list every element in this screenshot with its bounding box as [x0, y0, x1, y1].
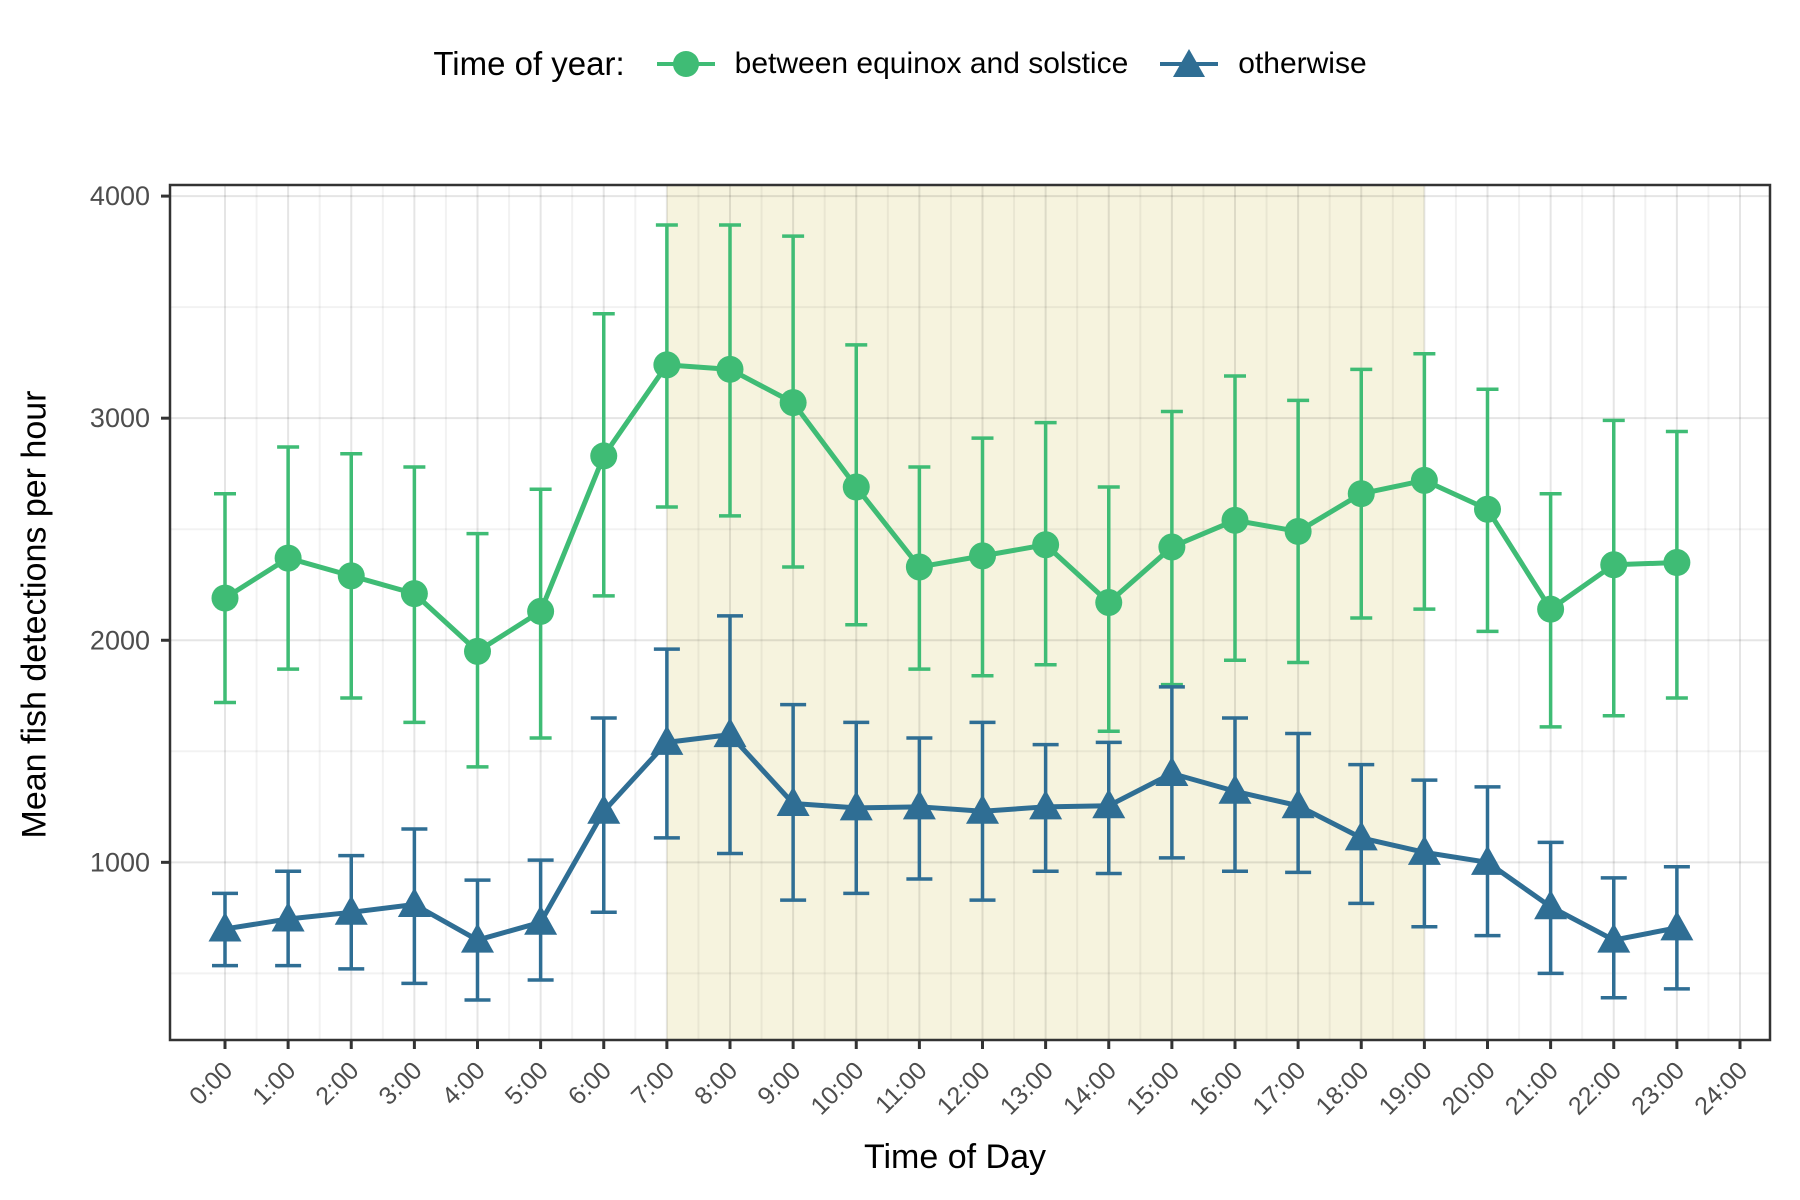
data-point-triangle — [650, 725, 684, 755]
data-point-circle — [653, 351, 681, 379]
data-point-triangle — [1218, 774, 1252, 804]
x-tick-label: 0:00 — [184, 1056, 238, 1110]
data-point-circle — [716, 355, 744, 383]
series-equinox-solstice — [211, 223, 1691, 769]
data-point-triangle — [587, 794, 621, 824]
y-tick-label: 4000 — [90, 181, 150, 211]
data-point-circle — [842, 473, 870, 501]
data-point-triangle — [839, 790, 873, 821]
data-point-triangle — [1597, 923, 1631, 953]
x-tick-label: 1:00 — [247, 1056, 301, 1110]
data-point-circle — [400, 580, 428, 608]
x-tick-label: 11:00 — [870, 1056, 933, 1119]
data-point-circle — [1347, 480, 1375, 508]
data-point-circle — [274, 544, 302, 572]
data-point-circle — [337, 562, 365, 590]
data-point-triangle — [524, 905, 558, 935]
x-tick-label: 8:00 — [689, 1056, 743, 1110]
x-tick-label: 22:00 — [1563, 1056, 1627, 1120]
x-tick-label: 4:00 — [437, 1056, 491, 1110]
x-tick-label: 16:00 — [1184, 1056, 1248, 1120]
data-point-triangle — [1471, 845, 1504, 875]
x-tick-label: 17:00 — [1247, 1056, 1311, 1120]
data-point-triangle — [713, 717, 747, 748]
data-point-circle — [1032, 531, 1060, 559]
x-tick-label: 9:00 — [752, 1056, 806, 1110]
x-tick-label: 12:00 — [932, 1056, 996, 1120]
legend-item-equinox-solstice: between equinox and solstice — [651, 44, 1129, 84]
x-tick-label: 15:00 — [1121, 1056, 1185, 1120]
data-point-triangle — [1281, 788, 1315, 819]
data-point-circle — [590, 442, 618, 470]
data-point-triangle — [776, 786, 810, 816]
data-point-circle — [464, 637, 491, 665]
data-point-circle — [1221, 506, 1249, 534]
data-point-circle — [211, 584, 239, 612]
plot-area: 1000 2000 3000 4000 0:00 1:00 2:00 3:00 4:00 5:00… — [90, 181, 1772, 1120]
data-point-triangle — [334, 895, 368, 925]
data-point-circle — [527, 597, 555, 625]
legend-title: Time of year: — [433, 45, 625, 82]
data-point-triangle — [1407, 835, 1441, 865]
x-tick-label: 24:00 — [1689, 1056, 1753, 1120]
data-point-triangle — [1660, 910, 1694, 941]
data-point-circle — [969, 542, 996, 570]
data-point-triangle — [461, 923, 494, 953]
data-point-triangle — [1534, 889, 1568, 920]
data-point-triangle — [208, 911, 242, 942]
data-point-circle — [1537, 595, 1565, 623]
y-tick-label: 1000 — [90, 847, 150, 877]
x-tick-label: 10:00 — [805, 1056, 869, 1120]
data-point-circle — [1663, 549, 1691, 577]
data-point-triangle — [902, 789, 936, 820]
legend: Time of year: between equinox and solsti… — [0, 44, 1800, 84]
data-point-circle — [1284, 517, 1312, 545]
x-tick-label: 14:00 — [1058, 1056, 1122, 1120]
y-tick-label: 2000 — [90, 625, 150, 655]
data-point-circle — [1410, 466, 1438, 494]
series-line — [224, 732, 1678, 943]
data-point-circle — [1095, 589, 1123, 617]
data-point-triangle — [1092, 788, 1126, 819]
legend-item-otherwise: otherwise — [1154, 44, 1367, 84]
data-point-circle — [1600, 551, 1628, 579]
data-point-triangle — [1155, 756, 1189, 787]
x-tick-label: 3:00 — [373, 1056, 427, 1110]
x-tick-label: 23:00 — [1626, 1056, 1690, 1120]
y-axis-title: Mean fish detections per hour — [15, 390, 54, 839]
data-point-circle — [1474, 495, 1501, 523]
x-tick-label: 2:00 — [310, 1056, 364, 1110]
x-tick-label: 21:00 — [1500, 1056, 1564, 1120]
data-point-circle — [905, 553, 933, 581]
x-axis-title: Time of Day — [863, 1138, 1046, 1176]
x-tick-label: 18:00 — [1310, 1056, 1374, 1120]
legend-key-triangle-icon — [1160, 49, 1219, 77]
legend-label-equinox-solstice: between equinox and solstice — [734, 47, 1129, 80]
legend-key-circle-icon — [656, 51, 715, 77]
data-point-triangle — [271, 901, 305, 932]
x-tick-label: 6:00 — [563, 1056, 617, 1110]
x-tick-label: 20:00 — [1437, 1056, 1501, 1120]
data-point-circle — [779, 389, 807, 417]
data-point-triangle — [397, 887, 431, 918]
y-tick-label: 3000 — [90, 403, 150, 433]
x-tick-label: 5:00 — [500, 1056, 554, 1110]
panel-border — [168, 183, 1772, 1042]
legend-label-otherwise: otherwise — [1238, 47, 1367, 80]
x-tick-label: 19:00 — [1374, 1056, 1438, 1120]
data-point-triangle — [1344, 820, 1378, 851]
x-tick-label: 7:00 — [626, 1056, 680, 1110]
data-point-triangle — [1029, 789, 1063, 820]
x-tick-label: 13:00 — [995, 1056, 1059, 1120]
data-point-circle — [1158, 533, 1186, 561]
series-otherwise — [208, 614, 1694, 1002]
data-point-triangle — [966, 794, 999, 824]
